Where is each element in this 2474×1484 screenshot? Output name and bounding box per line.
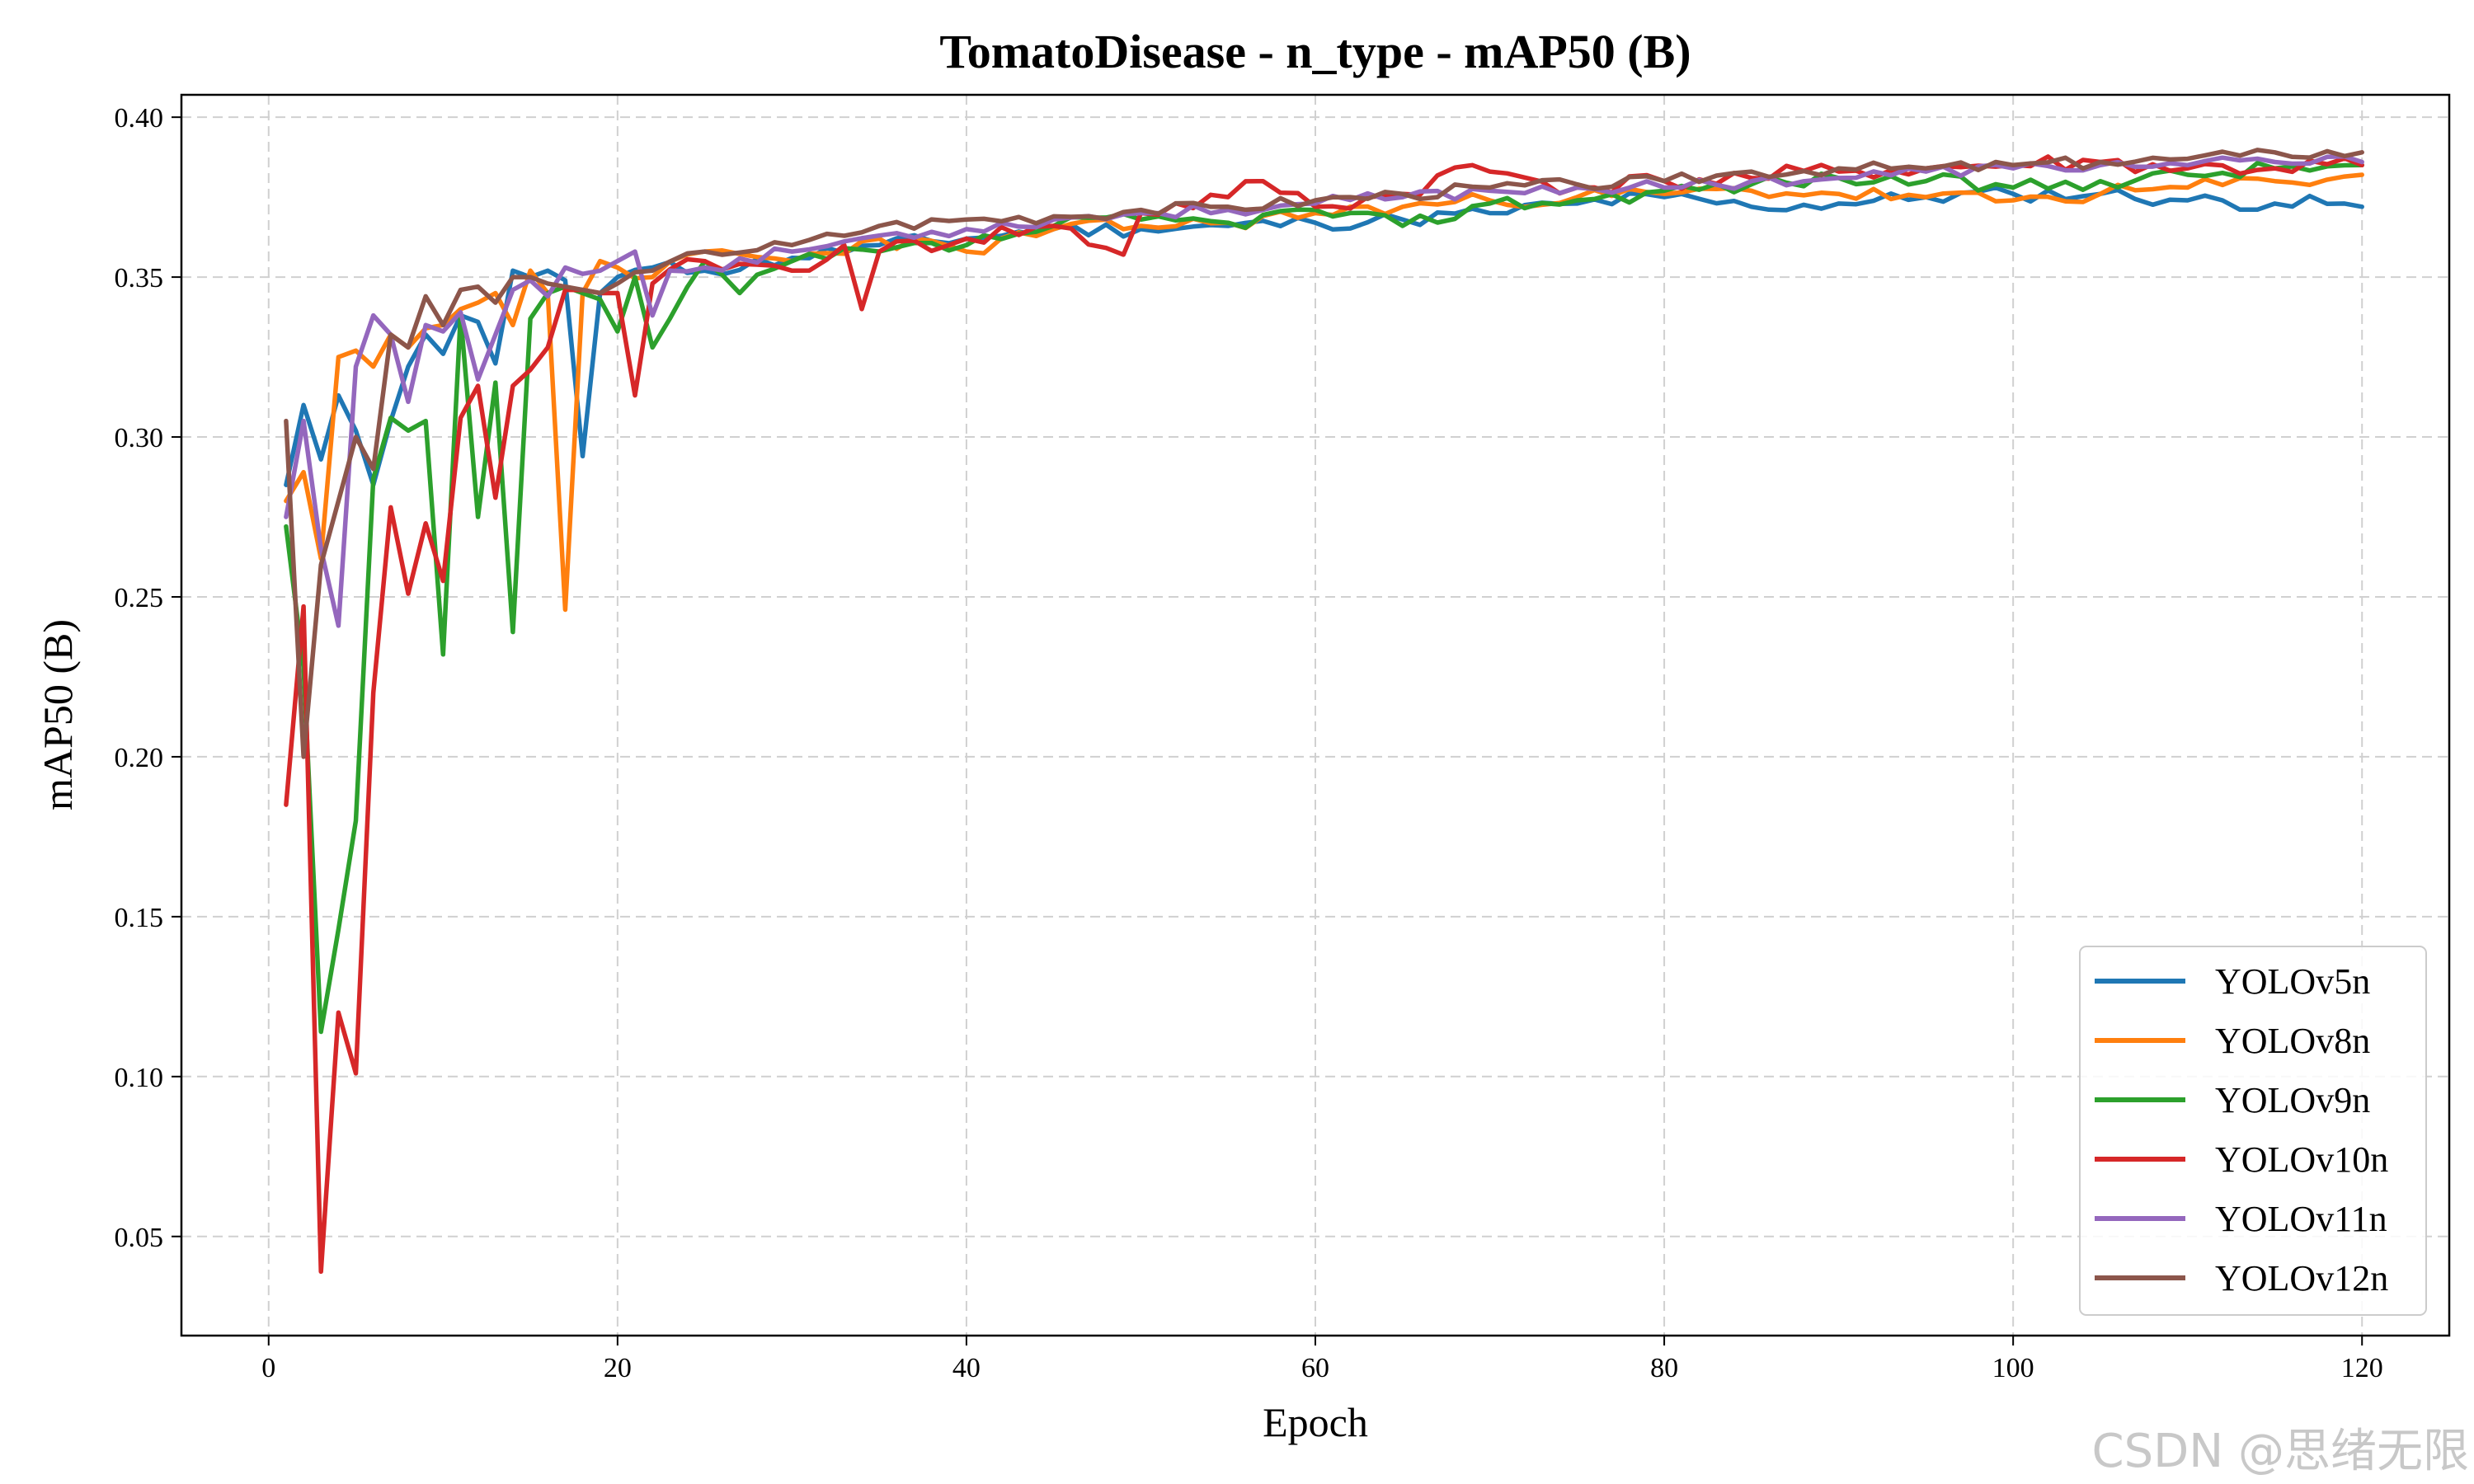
x-tick-label: 40: [952, 1353, 981, 1383]
y-tick-label: 0.30: [115, 423, 164, 453]
y-tick-label: 0.05: [115, 1223, 164, 1253]
y-tick-label: 0.15: [115, 903, 164, 933]
y-tick-label: 0.20: [115, 743, 164, 773]
legend-label: YOLOv5n: [2215, 961, 2370, 1002]
y-tick-label: 0.10: [115, 1063, 164, 1093]
y-tick-label: 0.35: [115, 263, 164, 294]
y-tick-label: 0.40: [115, 103, 164, 134]
series-line-yolov9n: [284, 161, 2364, 1035]
y-tick-label: 0.25: [115, 583, 164, 613]
y-axis-label: mAP50 (B): [35, 619, 81, 810]
x-tick-label: 120: [2341, 1353, 2383, 1383]
x-tick-label: 60: [1301, 1353, 1329, 1383]
series-line-yolov12n: [284, 148, 2364, 759]
series-lines: [284, 148, 2364, 1275]
chart-title: TomatoDisease - n_type - mAP50 (B): [939, 25, 1691, 78]
x-tick-label: 20: [604, 1353, 632, 1383]
legend-label: YOLOv9n: [2215, 1080, 2370, 1120]
legend-label: YOLOv11n: [2215, 1199, 2387, 1239]
legend: YOLOv5n YOLOv8n YOLOv9n YOLOv10n YOLOv11n YOL…: [2079, 946, 2427, 1316]
watermark: CSDN @思绪无限: [2091, 1425, 2469, 1478]
x-tick-label: 80: [1650, 1353, 1678, 1383]
x-tick-label: 0: [261, 1353, 275, 1383]
series-line-yolov8n: [284, 172, 2364, 613]
grid: [181, 95, 2449, 1336]
series-line-yolov5n: [284, 185, 2364, 487]
ticks: 0 20 40 60 80 100 120 0.05 0.10 0.15 0.20 0.25 0.30 0…: [115, 103, 2383, 1383]
x-tick-label: 100: [1992, 1353, 2034, 1383]
legend-label: YOLOv8n: [2215, 1021, 2370, 1061]
legend-label: YOLOv12n: [2215, 1258, 2388, 1298]
legend-label: YOLOv10n: [2215, 1139, 2388, 1180]
x-axis-label: Epoch: [1263, 1399, 1368, 1445]
